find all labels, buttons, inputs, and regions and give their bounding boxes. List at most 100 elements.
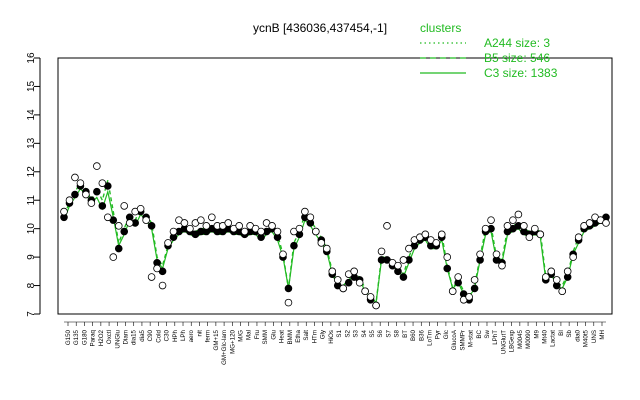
data-point-filled [120,227,129,236]
x-tick-label: Fru [254,329,261,339]
x-tick-label: Heat [279,330,286,343]
data-point-open [93,162,101,170]
data-point-open [432,239,441,247]
data-point-filled [98,202,107,210]
data-point-open [268,222,276,230]
data-point-filled [114,244,123,253]
x-tick-label: HPh [172,329,179,342]
data-point-open [153,264,161,273]
data-point-open [186,224,194,233]
data-point-open [520,222,528,230]
x-tick-label: Lactat [550,330,557,347]
data-point-open [224,219,233,227]
x-tick-label: S2 [344,329,351,337]
x-tick-label: LBGexp [509,329,516,352]
data-point-open [492,250,501,259]
plot-area [60,162,610,310]
legend-label: A244 size: 3 [484,36,550,50]
data-point-filled [344,278,353,287]
data-point-open [366,293,375,301]
y-tick-label: 7 [26,311,37,317]
x-tick-label: BMM [287,330,294,344]
data-point-open [383,222,391,230]
x-tick-label: SMMPr [459,330,466,351]
x-tick-label: UNGlutT [500,330,507,354]
legend-title: clusters [420,21,461,35]
x-tick-label: aero [188,329,195,342]
x-tick-label: Sw [484,329,491,338]
x-tick-label: S1 [336,329,343,337]
data-point-open [208,213,216,222]
data-point-open [443,253,452,261]
data-point-open [585,219,594,227]
data-point-open [273,227,282,236]
data-point-open [563,267,572,276]
data-point-filled [147,222,156,230]
x-tick-label: S4 [361,329,368,337]
data-point-open [558,287,567,296]
data-point-open [164,239,172,247]
data-point-open [574,233,583,242]
x-tick-label: G180 [81,329,88,345]
x-tick-label: M-stat [468,330,475,347]
data-point-open [394,261,402,270]
data-point-open [202,222,211,230]
x-tick-label: M0090 [525,329,532,348]
x-tick-label: C30 [164,329,171,341]
data-point-open [339,284,348,293]
x-tick-label: C90 [147,329,154,341]
data-point-open [322,244,331,253]
x-tick-label: Gly [320,329,327,339]
data-point-open [103,213,112,222]
legend-label: C3 size: 1383 [484,66,558,80]
x-tick-label: B60 [410,329,417,341]
data-point-filled [284,284,293,293]
y-tick-label: 12 [26,166,37,178]
data-point-filled [71,190,79,199]
x-tick-label: Mt40 [541,329,548,343]
x-tick-label: LoTm [426,330,433,346]
x-tick-label: G150 [65,329,72,345]
data-point-open [487,216,495,224]
x-tick-label: Mal [246,330,253,340]
data-point-filled [399,273,408,281]
data-point-open [448,287,457,296]
data-point-open [399,256,408,264]
data-point-open [498,261,506,270]
data-point-open [454,273,462,281]
data-point-open [136,204,145,213]
data-point-open [503,222,512,230]
x-tick-label: BI [558,330,565,336]
y-tick-label: 8 [26,282,37,288]
data-point-open [87,199,96,207]
x-tick-label: nit [196,330,203,337]
data-point-open [235,222,243,230]
data-point-open [552,276,561,284]
x-tick-label: GlucoA [451,329,458,350]
data-point-open [541,273,550,281]
x-tick-label: S5 [369,329,376,337]
y-tick-label: 13 [26,137,37,149]
x-tick-label: LPhT [492,330,499,345]
x-tick-label: SMM [262,330,269,344]
x-tick-label: MH [599,330,606,340]
x-tick-label: Oxctl [106,330,113,344]
data-point-open [301,207,309,216]
data-point-open [240,227,249,236]
data-point-open [120,202,129,210]
x-tick-label: dia15 [131,329,138,345]
data-point-open [257,227,265,236]
data-point-open [158,281,167,290]
data-point-open [333,276,342,284]
data-point-open [465,293,473,301]
data-point-filled [93,187,101,196]
data-point-open [328,267,337,276]
data-point-open [169,227,178,236]
x-tick-label: G135 [73,329,80,345]
data-point-open [125,219,134,227]
x-tick-label: HiOs [328,330,335,344]
data-point-open [421,230,430,239]
x-tick-label: Glc [443,330,450,339]
